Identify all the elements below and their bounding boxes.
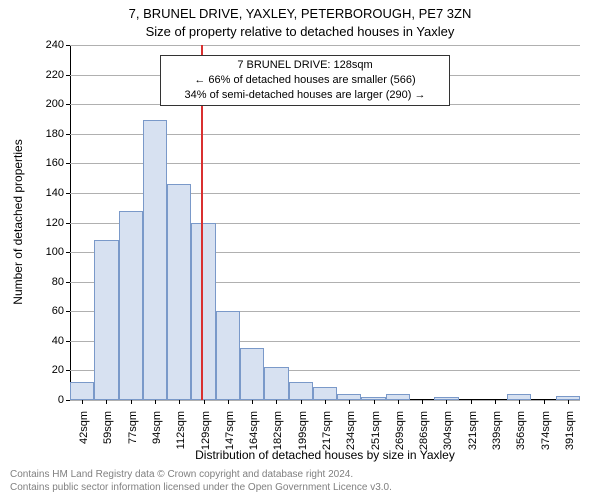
x-tick-mark [568, 400, 569, 404]
x-tick-mark [252, 400, 253, 404]
grid-line [70, 45, 580, 46]
histogram-bar [216, 311, 240, 400]
footer-line1: Contains HM Land Registry data © Crown c… [10, 469, 392, 482]
y-tick-mark [66, 134, 70, 135]
property-size-histogram: 7, BRUNEL DRIVE, YAXLEY, PETERBOROUGH, P… [0, 0, 600, 500]
y-tick-label: 120 [46, 217, 64, 229]
y-tick-mark [66, 282, 70, 283]
x-tick-mark [301, 400, 302, 404]
y-tick-label: 0 [58, 394, 64, 406]
histogram-bar [70, 382, 94, 400]
plot-area: 02040608010012014016018020022024042sqm59… [70, 45, 580, 400]
y-tick-label: 60 [52, 305, 64, 317]
y-tick-mark [66, 75, 70, 76]
x-axis-title: Distribution of detached houses by size … [70, 448, 580, 462]
x-tick-mark [398, 400, 399, 404]
x-tick-mark [519, 400, 520, 404]
y-tick-label: 100 [46, 246, 64, 258]
y-tick-label: 80 [52, 276, 64, 288]
y-tick-mark [66, 193, 70, 194]
histogram-bar [191, 223, 215, 401]
y-tick-mark [66, 163, 70, 164]
y-tick-mark [66, 45, 70, 46]
y-tick-mark [66, 104, 70, 105]
histogram-bar [264, 367, 288, 400]
histogram-bar [313, 387, 337, 400]
chart-title-sub: Size of property relative to detached ho… [0, 24, 600, 39]
y-tick-label: 140 [46, 187, 64, 199]
x-tick-mark [544, 400, 545, 404]
x-tick-mark [155, 400, 156, 404]
annotation-line3: 34% of semi-detached houses are larger (… [167, 88, 443, 103]
x-tick-mark [349, 400, 350, 404]
x-tick-mark [179, 400, 180, 404]
x-tick-mark [422, 400, 423, 404]
footer-attribution: Contains HM Land Registry data © Crown c… [10, 469, 392, 494]
histogram-bar [289, 382, 313, 400]
y-axis-title: Number of detached properties [11, 139, 25, 304]
x-tick-mark [276, 400, 277, 404]
y-tick-label: 20 [52, 364, 64, 376]
x-tick-mark [131, 400, 132, 404]
y-tick-label: 240 [46, 39, 64, 51]
histogram-bar [143, 120, 167, 400]
histogram-bar [119, 211, 143, 400]
y-tick-mark [66, 223, 70, 224]
y-tick-mark [66, 311, 70, 312]
y-tick-mark [66, 252, 70, 253]
x-tick-mark [446, 400, 447, 404]
y-tick-label: 180 [46, 128, 64, 140]
histogram-bar [94, 240, 118, 400]
x-tick-mark [106, 400, 107, 404]
x-tick-mark [204, 400, 205, 404]
annotation-box: 7 BRUNEL DRIVE: 128sqm← 66% of detached … [160, 55, 450, 106]
x-tick-mark [471, 400, 472, 404]
annotation-line2: ← 66% of detached houses are smaller (56… [167, 73, 443, 88]
x-tick-mark [374, 400, 375, 404]
chart-title-main: 7, BRUNEL DRIVE, YAXLEY, PETERBOROUGH, P… [0, 6, 600, 21]
x-tick-mark [228, 400, 229, 404]
y-tick-mark [66, 400, 70, 401]
y-tick-label: 200 [46, 98, 64, 110]
histogram-bar [167, 184, 191, 400]
annotation-line1: 7 BRUNEL DRIVE: 128sqm [167, 58, 443, 73]
y-tick-label: 160 [46, 157, 64, 169]
x-tick-mark [325, 400, 326, 404]
y-tick-mark [66, 370, 70, 371]
y-tick-label: 220 [46, 69, 64, 81]
footer-line2: Contains public sector information licen… [10, 482, 392, 495]
histogram-bar [240, 348, 264, 400]
y-tick-label: 40 [52, 335, 64, 347]
y-tick-mark [66, 341, 70, 342]
x-tick-mark [495, 400, 496, 404]
x-tick-mark [82, 400, 83, 404]
